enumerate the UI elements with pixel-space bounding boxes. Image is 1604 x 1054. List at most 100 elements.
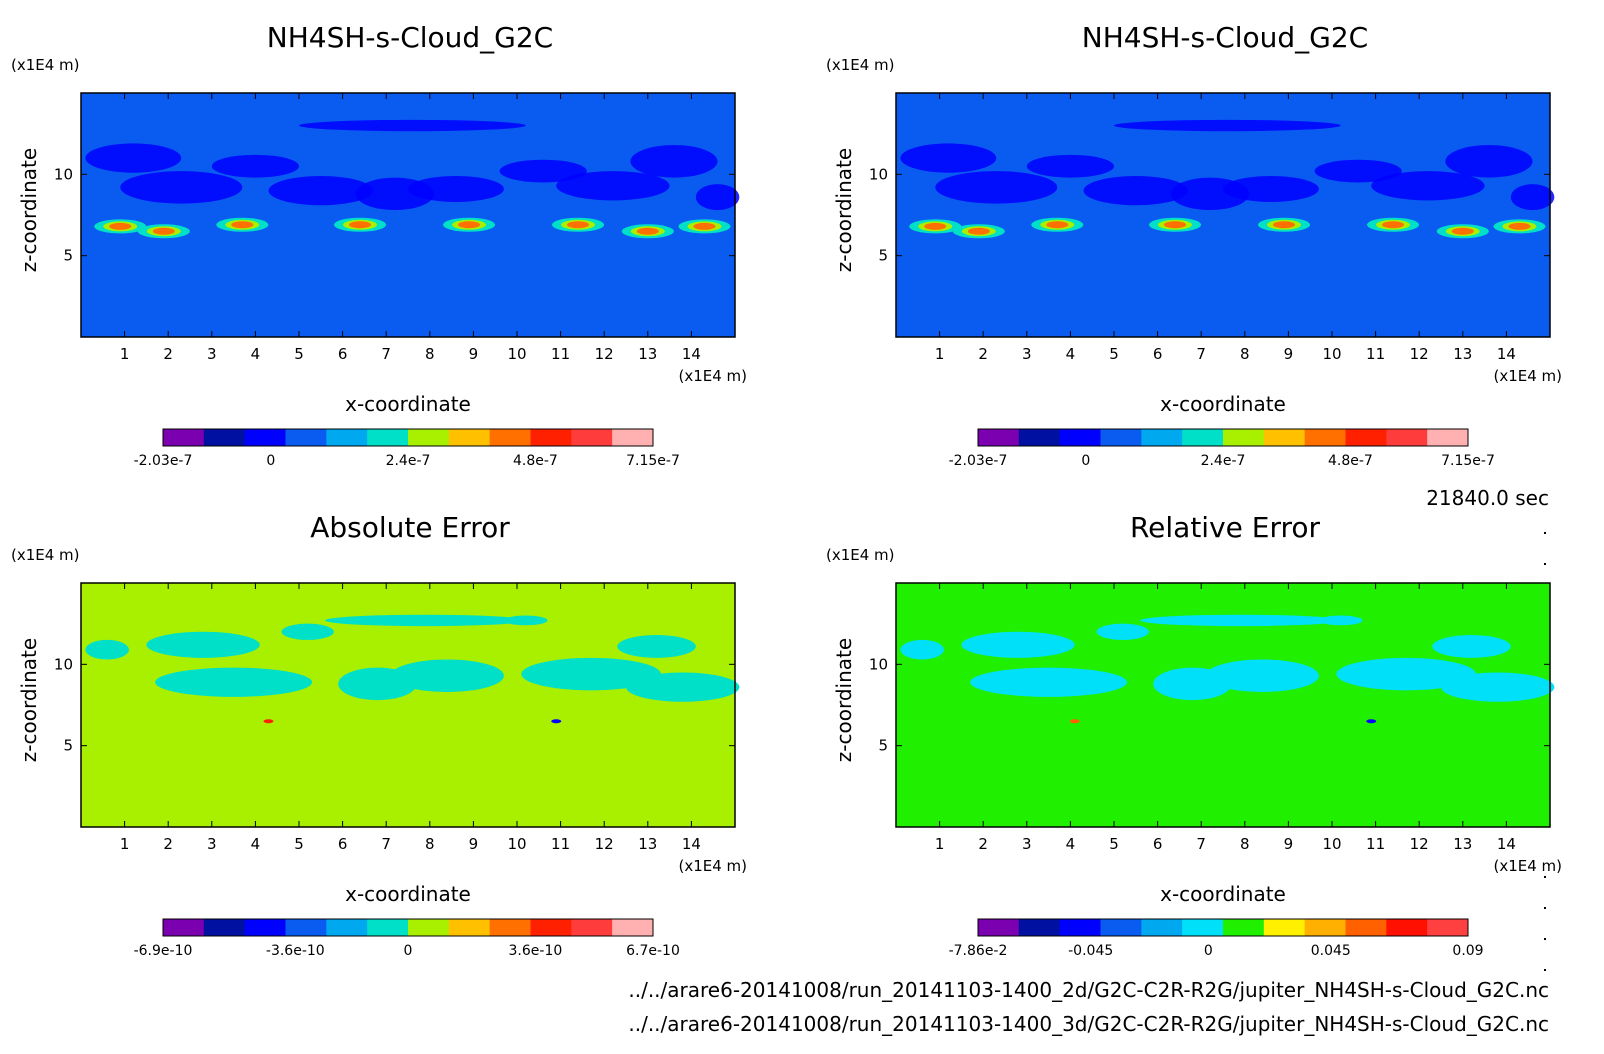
colorbar-swatch	[1141, 429, 1183, 446]
x-tick-label: 11	[1366, 835, 1385, 853]
contour-region	[268, 175, 374, 206]
hotspot-point	[152, 227, 175, 235]
colorbar-swatch	[1018, 429, 1061, 446]
plot-frame	[80, 582, 736, 828]
contour-region	[281, 623, 334, 640]
colorbar-swatch	[1304, 429, 1346, 446]
x-tick-label: 7	[1196, 345, 1206, 363]
edge-marker	[1544, 969, 1546, 971]
colorbar-swatch	[326, 429, 368, 446]
contour-region	[935, 171, 1058, 204]
contour-region	[961, 631, 1075, 658]
contour-region	[900, 639, 944, 660]
file-path-3d: ../../arare6-20141008/run_20141103-1400_…	[628, 1012, 1549, 1036]
colorbar-label: -0.045	[1068, 943, 1113, 959]
colorbar-swatch	[1059, 919, 1101, 936]
colorbar-swatch	[448, 919, 491, 936]
colorbar-swatch	[203, 919, 246, 936]
colorbar-swatch	[1263, 919, 1306, 936]
hotspot-point	[458, 221, 481, 229]
x-tick-label: 4	[251, 345, 261, 363]
x-tick-label: 12	[1410, 345, 1429, 363]
y-axis-label: z-coordinate	[17, 638, 41, 762]
x-tick-label: 8	[425, 835, 435, 853]
x-unit-label: (x1E4 m)	[1493, 857, 1562, 875]
x-axis-label: x-coordinate	[345, 882, 471, 906]
colorbar-swatch	[1059, 429, 1101, 446]
y-tick-label: 10	[869, 655, 888, 673]
chart-title: Absolute Error	[310, 511, 510, 544]
colorbar-swatch	[612, 919, 654, 936]
x-tick-label: 6	[338, 835, 348, 853]
y-tick-label: 10	[54, 165, 73, 183]
y-axis-label: z-coordinate	[17, 148, 41, 272]
hotspot-point	[1273, 221, 1296, 229]
x-tick-label: 7	[381, 345, 391, 363]
colorbar-frame	[977, 918, 1469, 937]
colorbar-label: 6.7e-10	[626, 943, 680, 959]
colorbar-swatch	[408, 919, 450, 936]
x-tick-label: 10	[507, 835, 526, 853]
x-tick-label: 5	[294, 835, 304, 853]
colorbar-swatch	[571, 919, 613, 936]
hotspot-point	[1046, 221, 1069, 229]
x-tick-label: 14	[682, 345, 701, 363]
contour-region	[970, 667, 1128, 697]
y-tick-label: 5	[63, 737, 73, 755]
x-tick-label: 7	[1196, 835, 1206, 853]
x-axis-label: x-coordinate	[1160, 392, 1286, 416]
colorbar-swatch	[244, 919, 286, 936]
x-tick-label: 14	[1497, 835, 1516, 853]
contour-region	[120, 171, 243, 204]
x-axis-label: x-coordinate	[1160, 882, 1286, 906]
colorbar-label: -3.6e-10	[266, 943, 325, 959]
colorbar-swatch	[1223, 429, 1265, 446]
x-tick-label: 13	[1453, 835, 1472, 853]
contour-region	[1336, 657, 1476, 691]
colorbar-swatch	[448, 429, 491, 446]
y-unit-label: (x1E4 m)	[826, 56, 895, 74]
colorbar-frame	[162, 428, 654, 447]
edge-marker	[1544, 563, 1546, 565]
colorbar-swatch	[571, 429, 613, 446]
hotspot-point	[1069, 719, 1080, 724]
colorbar-label: 2.4e-7	[386, 453, 431, 469]
y-tick-label: 5	[878, 737, 888, 755]
chart-title: NH4SH-s-Cloud_G2C	[1082, 21, 1368, 54]
x-tick-label: 5	[294, 345, 304, 363]
hotspot-point	[1164, 221, 1187, 229]
chart-panel: NH4SH-s-Cloud_G2C(x1E4 m)1 2 3 4 5 6 7 8 9 10 11 12…	[11, 21, 747, 469]
x-tick-label: 7	[381, 835, 391, 853]
y-axis-label: z-coordinate	[832, 148, 856, 272]
contour-region	[1510, 184, 1555, 211]
colorbar-swatch	[1182, 919, 1224, 936]
x-unit-label: (x1E4 m)	[1493, 367, 1562, 385]
x-tick-label: 3	[207, 835, 217, 853]
contour-region	[521, 657, 661, 691]
file-path-2d: ../../arare6-20141008/run_20141103-1400_…	[628, 978, 1549, 1002]
colorbar-frame	[977, 428, 1469, 447]
x-tick-label: 13	[1453, 345, 1472, 363]
colorbar-swatch	[612, 429, 654, 446]
colorbar-label: 0	[1081, 453, 1090, 469]
colorbar-swatch	[489, 919, 531, 936]
colorbar-swatch	[1141, 919, 1183, 936]
chart-title: Relative Error	[1130, 511, 1321, 544]
colorbar-swatch	[1263, 429, 1306, 446]
colorbar-label: -6.9e-10	[134, 943, 193, 959]
colorbar-swatch	[367, 429, 409, 446]
x-tick-label: 11	[551, 835, 570, 853]
hotspot-point	[1382, 221, 1405, 229]
contour-region	[146, 631, 260, 658]
contour-region	[1445, 145, 1533, 178]
x-tick-label: 9	[469, 835, 479, 853]
colorbar-frame	[162, 918, 654, 937]
contour-region	[1083, 175, 1189, 206]
y-axis-label: z-coordinate	[832, 638, 856, 762]
x-tick-label: 9	[1284, 835, 1294, 853]
colorbar-swatch	[1345, 919, 1387, 936]
colorbar-swatch	[1018, 919, 1061, 936]
x-unit-label: (x1E4 m)	[678, 857, 747, 875]
x-tick-label: 2	[978, 345, 988, 363]
